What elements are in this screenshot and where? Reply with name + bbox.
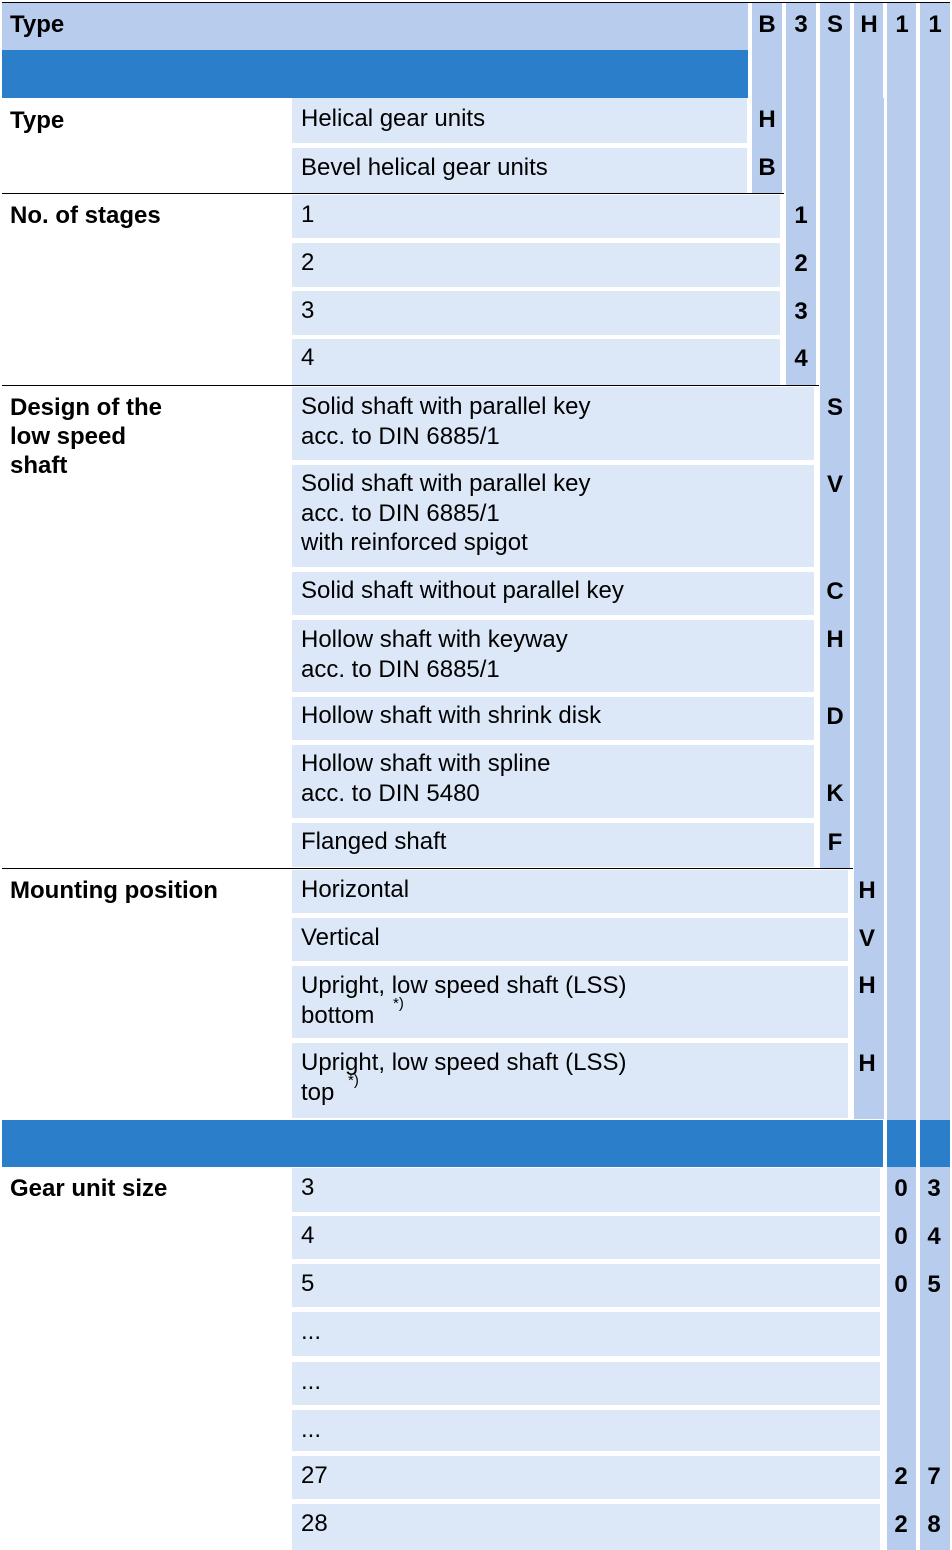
size-code-digit-1: 0 bbox=[894, 1271, 908, 1298]
code-type-bevel: B bbox=[758, 154, 776, 181]
option-size-row: 3 bbox=[292, 1168, 880, 1212]
code-mounting-upright-bottom: H bbox=[858, 972, 876, 999]
code-stages-1: 1 bbox=[794, 202, 808, 229]
divider bbox=[2, 193, 784, 194]
size-code-digit-2: 3 bbox=[927, 1175, 941, 1202]
size-label: 5 bbox=[301, 1270, 315, 1297]
option-shaft-shrink-disk: Hollow shaft with shrink disk bbox=[292, 697, 814, 740]
option-shaft-solid-spigot: Solid shaft with parallel key acc. to DI… bbox=[292, 465, 814, 567]
option-size-row: ... bbox=[292, 1362, 880, 1405]
section-title-shaft: Design of the low speed shaft bbox=[10, 394, 163, 479]
size-code-digit-2: 7 bbox=[927, 1463, 941, 1490]
size-code-digit-1: 0 bbox=[894, 1175, 908, 1202]
option-mounting-upright-bottom: Upright, low speed shaft (LSS) bottom *) bbox=[292, 966, 848, 1038]
option-size-row: 5 bbox=[292, 1264, 880, 1307]
size-code-digit-2: 8 bbox=[927, 1511, 941, 1538]
header-code-2: 3 bbox=[794, 11, 808, 38]
code-type-helical: H bbox=[758, 106, 776, 133]
option-stages-1: 1 bbox=[292, 195, 780, 238]
divider bbox=[2, 385, 819, 386]
option-mounting-horizontal: Horizontal bbox=[292, 870, 848, 913]
section-title-size: Gear unit size bbox=[10, 1175, 168, 1202]
header-code-4: H bbox=[860, 11, 878, 38]
code-mounting-upright-top: H bbox=[858, 1050, 876, 1077]
code-mounting-vertical: V bbox=[858, 925, 875, 952]
code-column-stages bbox=[786, 3, 816, 386]
footnote-marker: *) bbox=[348, 1072, 359, 1089]
size-label: 3 bbox=[301, 1174, 315, 1201]
option-size-row: 4 bbox=[292, 1216, 880, 1259]
code-stages-4: 4 bbox=[794, 345, 808, 372]
option-type-bevel: Bevel helical gear units bbox=[292, 148, 747, 193]
option-stages-4: 4 bbox=[292, 339, 780, 385]
footnote-marker: *) bbox=[393, 995, 404, 1012]
header-code-5: 1 bbox=[895, 11, 909, 38]
option-shaft-spline: Hollow shaft with spline acc. to DIN 548… bbox=[292, 745, 814, 818]
header-code-6: 1 bbox=[928, 11, 942, 38]
option-shaft-solid-nokey: Solid shaft without parallel key bbox=[292, 572, 814, 615]
option-size-row: ... bbox=[292, 1312, 880, 1356]
code-column-size-1 bbox=[887, 3, 916, 1550]
size-label: ... bbox=[301, 1368, 322, 1395]
size-label: ... bbox=[301, 1318, 322, 1345]
option-shaft-solid-key: Solid shaft with parallel key acc. to DI… bbox=[292, 387, 814, 460]
header-title: Type bbox=[10, 11, 65, 38]
section-title-mounting: Mounting position bbox=[10, 877, 218, 904]
code-shaft-solid-nokey: C bbox=[826, 578, 844, 605]
size-label: 4 bbox=[301, 1222, 315, 1249]
size-label: 28 bbox=[301, 1510, 328, 1537]
option-shaft-flanged: Flanged shaft bbox=[292, 823, 814, 867]
code-shaft-shrink-disk: D bbox=[826, 703, 844, 730]
option-stages-3: 3 bbox=[292, 291, 780, 335]
option-stages-2: 2 bbox=[292, 243, 780, 287]
size-code-digit-2: 5 bbox=[927, 1271, 941, 1298]
option-size-row: 28 bbox=[292, 1504, 880, 1550]
size-label: ... bbox=[301, 1416, 322, 1443]
code-column-type bbox=[752, 3, 782, 194]
option-mounting-upright-top: Upright, low speed shaft (LSS) top *) bbox=[292, 1043, 848, 1118]
option-size-row: ... bbox=[292, 1410, 880, 1451]
code-mounting-horizontal: H bbox=[858, 877, 876, 904]
size-code-digit-2: 4 bbox=[927, 1223, 941, 1250]
section-title-type: Type bbox=[10, 107, 65, 134]
code-shaft-solid-spigot: V bbox=[826, 471, 843, 498]
code-shaft-hollow-keyway: H bbox=[826, 626, 844, 653]
option-shaft-hollow-keyway: Hollow shaft with keyway acc. to DIN 688… bbox=[292, 620, 814, 692]
code-stages-2: 2 bbox=[794, 250, 808, 277]
code-shaft-flanged: F bbox=[827, 829, 843, 856]
divider bbox=[2, 868, 853, 869]
section-title-stages: No. of stages bbox=[10, 202, 161, 229]
header-code-1: B bbox=[758, 11, 776, 38]
size-code-digit-1: 2 bbox=[894, 1463, 908, 1490]
code-shaft-solid-key: S bbox=[826, 394, 843, 421]
code-column-mounting bbox=[854, 3, 884, 1119]
size-code-digit-1: 2 bbox=[894, 1511, 908, 1538]
header-code-3: S bbox=[826, 11, 843, 38]
code-column-shaft bbox=[820, 3, 850, 869]
code-column-size-2 bbox=[920, 3, 950, 1550]
option-size-row: 27 bbox=[292, 1456, 880, 1499]
code-stages-3: 3 bbox=[794, 298, 808, 325]
code-shaft-spline: K bbox=[826, 780, 844, 807]
size-label: 27 bbox=[301, 1462, 328, 1489]
option-type-helical: Helical gear units bbox=[292, 98, 747, 143]
option-mounting-vertical: Vertical bbox=[292, 918, 848, 961]
size-code-digit-1: 0 bbox=[894, 1223, 908, 1250]
separator-band-bottom bbox=[2, 1120, 950, 1167]
